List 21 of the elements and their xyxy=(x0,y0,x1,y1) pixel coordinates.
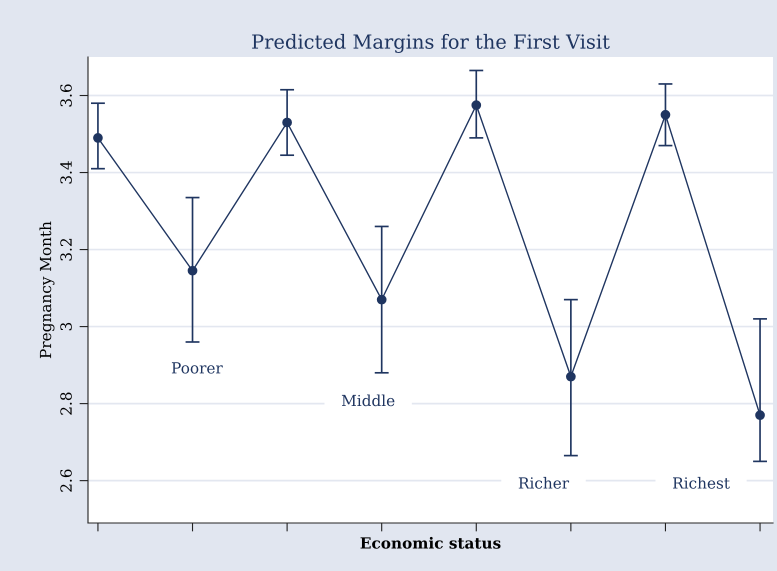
y-tick-label: 2.6 xyxy=(60,469,72,492)
annotation: Middle xyxy=(342,394,394,406)
y-tick-label: 2.8 xyxy=(60,392,72,415)
y-tick-label: 3.2 xyxy=(60,238,72,261)
annotation: Richer xyxy=(518,476,570,489)
point xyxy=(93,133,103,143)
point xyxy=(376,294,387,304)
y-tick-label: 3.6 xyxy=(60,84,72,106)
annotation: Poorer xyxy=(172,362,223,374)
x-axis-title: Economic status xyxy=(360,536,501,549)
annotation: Richest xyxy=(673,476,730,489)
point xyxy=(660,110,670,120)
chart-title: Predicted Margins for the First Visit xyxy=(252,34,610,53)
y-tick-label: 3 xyxy=(60,322,72,330)
point xyxy=(282,118,292,128)
point xyxy=(755,410,765,420)
point xyxy=(566,372,576,382)
y-tick-label: 3.4 xyxy=(60,161,72,184)
point xyxy=(188,266,198,276)
y-axis-title: Pregnancy Month xyxy=(39,221,54,358)
point xyxy=(471,100,482,110)
